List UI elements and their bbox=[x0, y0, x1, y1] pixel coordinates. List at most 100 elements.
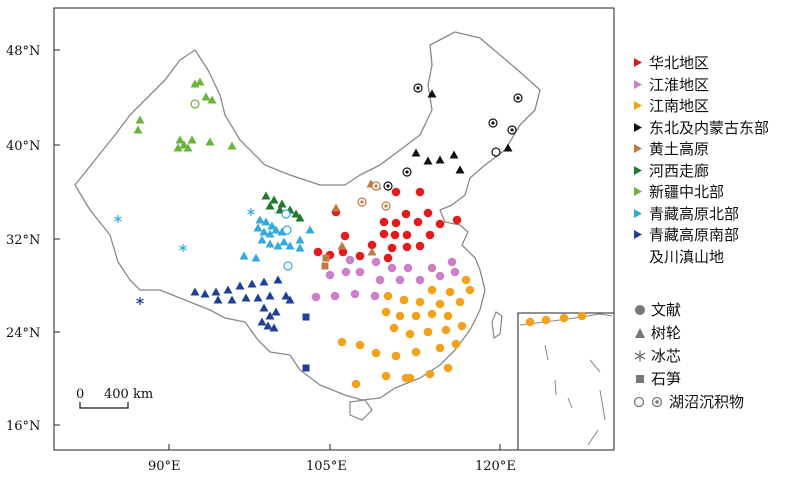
triangle-icon bbox=[630, 186, 646, 197]
site-circle bbox=[411, 347, 421, 357]
china-outline bbox=[74, 31, 541, 401]
site-triangle bbox=[133, 125, 143, 134]
inset-islands bbox=[519, 313, 613, 446]
site-triangle bbox=[255, 215, 265, 224]
site-triangle bbox=[195, 77, 205, 86]
site-circle bbox=[370, 291, 380, 301]
site-circle bbox=[465, 285, 475, 295]
site-circle bbox=[435, 299, 445, 309]
site-triangle bbox=[135, 115, 145, 124]
legend-label: 江淮地区 bbox=[649, 75, 710, 94]
lat-label: 32°N bbox=[6, 233, 40, 248]
site-ring bbox=[283, 261, 293, 271]
site-triangle bbox=[259, 227, 269, 236]
site-triangle bbox=[435, 155, 445, 164]
legend-item: 青藏高原南部 bbox=[630, 224, 810, 246]
site-triangle bbox=[223, 285, 233, 294]
site-ring bbox=[281, 209, 291, 219]
site-ring-dot bbox=[516, 96, 520, 100]
site-circle bbox=[525, 317, 535, 327]
site-circle bbox=[330, 291, 340, 301]
site-triangle bbox=[261, 191, 271, 200]
site-triangle bbox=[261, 217, 271, 226]
site-triangle bbox=[411, 148, 421, 157]
site-circle bbox=[381, 307, 391, 317]
legend-label: 华北地区 bbox=[649, 54, 710, 73]
site-ring bbox=[190, 99, 200, 109]
site-circle bbox=[435, 271, 445, 281]
site-triangle bbox=[253, 223, 263, 232]
site-triangle bbox=[239, 251, 249, 260]
site-triangle bbox=[259, 303, 269, 312]
site-circle bbox=[387, 243, 397, 253]
site-triangle bbox=[295, 243, 305, 252]
triangle-icon bbox=[630, 229, 646, 240]
site-circle bbox=[391, 351, 401, 361]
site-circle bbox=[413, 217, 423, 227]
legend-label: 石笋 bbox=[651, 370, 682, 388]
legend-label: 江南地区 bbox=[649, 97, 710, 116]
site-asterisk bbox=[247, 208, 255, 216]
lat-label: 48°N bbox=[6, 44, 40, 59]
legend-item: 冰芯 bbox=[632, 344, 811, 367]
triangle-icon bbox=[630, 57, 646, 68]
legend-item: 新疆中北部 bbox=[630, 181, 810, 203]
site-triangle bbox=[367, 247, 377, 256]
legend-item: 河西走廊 bbox=[630, 160, 810, 182]
site-triangle bbox=[183, 143, 193, 152]
site-circle bbox=[391, 187, 401, 197]
site-ring-dot bbox=[374, 184, 378, 188]
site-triangle bbox=[269, 195, 279, 204]
site-triangle bbox=[265, 311, 275, 320]
site-ring-dot bbox=[491, 121, 495, 125]
site-triangle bbox=[281, 291, 291, 300]
site-circle bbox=[402, 230, 412, 240]
site-square bbox=[302, 364, 310, 372]
site-circle bbox=[355, 340, 365, 350]
site-triangle bbox=[200, 289, 210, 298]
site-circle bbox=[415, 241, 425, 251]
site-triangle bbox=[241, 293, 251, 302]
proxy-legend: 文献 树轮 冰芯 石笋 湖沼沉积物 bbox=[632, 298, 811, 413]
site-asterisk bbox=[179, 244, 187, 252]
site-circle bbox=[441, 325, 451, 335]
site-circle bbox=[403, 263, 413, 273]
site-triangle bbox=[190, 287, 200, 296]
legend-item: 文献 bbox=[632, 298, 811, 321]
site-circle bbox=[423, 208, 433, 218]
lon-label: 90°E bbox=[148, 459, 181, 474]
site-triangle bbox=[285, 295, 295, 304]
site-triangle bbox=[305, 225, 315, 234]
site-asterisk bbox=[136, 297, 144, 305]
legend-label: 文献 bbox=[651, 301, 682, 319]
site-asterisk bbox=[114, 215, 122, 223]
site-triangle bbox=[247, 279, 257, 288]
site-triangle bbox=[265, 239, 275, 248]
legend-label: 青藏高原北部 bbox=[649, 204, 740, 223]
site-circle bbox=[455, 297, 465, 307]
lon-label: 105°E bbox=[306, 459, 347, 474]
site-ring bbox=[282, 225, 292, 235]
site-ring-dot bbox=[360, 200, 364, 204]
site-ring-dot bbox=[384, 204, 388, 208]
triangle-icon bbox=[630, 143, 646, 154]
site-circle bbox=[415, 297, 425, 307]
site-ring-dot bbox=[386, 184, 390, 188]
site-triangle bbox=[265, 229, 275, 238]
site-triangle bbox=[279, 237, 289, 246]
site-circle bbox=[435, 219, 445, 229]
site-circle bbox=[337, 337, 347, 347]
site-triangle bbox=[257, 317, 267, 326]
site-triangle bbox=[269, 323, 279, 332]
taiwan-island bbox=[491, 311, 503, 340]
legend-label: 东北及内蒙古东部 bbox=[649, 118, 770, 137]
scale-distance: 400 km bbox=[104, 387, 153, 402]
asterisk-icon bbox=[632, 350, 648, 362]
site-circle bbox=[389, 323, 399, 333]
site-circle bbox=[379, 217, 389, 227]
site-circle bbox=[338, 247, 348, 257]
site-circle bbox=[415, 275, 425, 285]
site-triangle bbox=[201, 92, 211, 101]
site-triangle bbox=[285, 241, 295, 250]
region-legend: 华北地区 江淮地区 江南地区 东北及内蒙古东部 黄土高原 河西走廊 新疆中北部 … bbox=[630, 52, 810, 268]
